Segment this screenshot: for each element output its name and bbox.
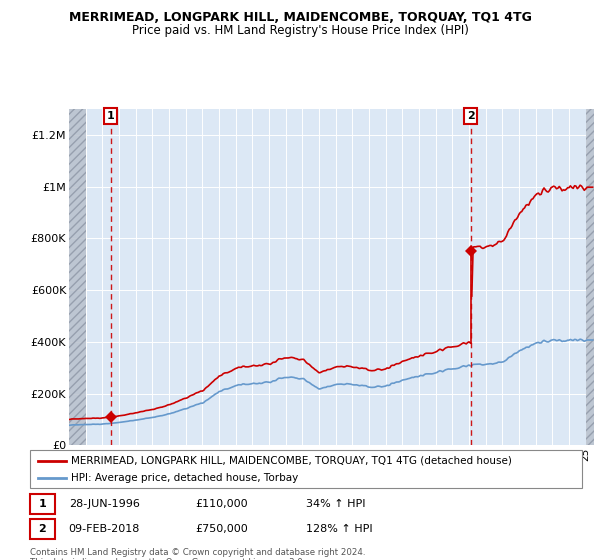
Text: 2: 2 — [38, 524, 46, 534]
Bar — [69, 109, 86, 445]
Text: 09-FEB-2018: 09-FEB-2018 — [68, 524, 140, 534]
Text: MERRIMEAD, LONGPARK HILL, MAIDENCOMBE, TORQUAY, TQ1 4TG: MERRIMEAD, LONGPARK HILL, MAIDENCOMBE, T… — [68, 11, 532, 24]
Text: 1: 1 — [38, 499, 46, 509]
Text: Price paid vs. HM Land Registry's House Price Index (HPI): Price paid vs. HM Land Registry's House … — [131, 24, 469, 37]
Text: MERRIMEAD, LONGPARK HILL, MAIDENCOMBE, TORQUAY, TQ1 4TG (detached house): MERRIMEAD, LONGPARK HILL, MAIDENCOMBE, T… — [71, 455, 512, 465]
Text: £110,000: £110,000 — [196, 499, 248, 509]
Text: 2: 2 — [467, 111, 475, 121]
Text: Contains HM Land Registry data © Crown copyright and database right 2024.
This d: Contains HM Land Registry data © Crown c… — [30, 548, 365, 560]
Text: 128% ↑ HPI: 128% ↑ HPI — [306, 524, 373, 534]
Text: £750,000: £750,000 — [196, 524, 248, 534]
Bar — [30, 494, 55, 514]
Bar — [586, 109, 594, 445]
Text: 28-JUN-1996: 28-JUN-1996 — [68, 499, 140, 509]
Text: 1: 1 — [107, 111, 115, 121]
Bar — [30, 519, 55, 539]
Text: 34% ↑ HPI: 34% ↑ HPI — [306, 499, 365, 509]
Text: HPI: Average price, detached house, Torbay: HPI: Average price, detached house, Torb… — [71, 473, 299, 483]
